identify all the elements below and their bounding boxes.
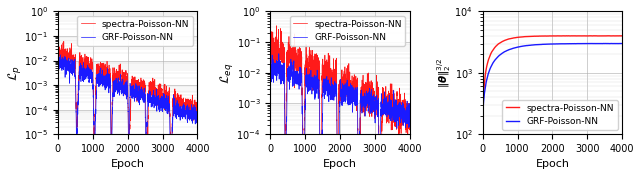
spectra-Poisson-NN: [368, 92, 376, 94]
spectra-Poisson-NN: [395, 100, 403, 103]
GRF-Poisson-NN: [108, 158, 115, 160]
X-axis label: Epoch: Epoch: [323, 159, 357, 169]
Legend: spectra-Poisson-NN, GRF-Poisson-NN: spectra-Poisson-NN, GRF-Poisson-NN: [290, 16, 405, 46]
GRF-Poisson-NN: [182, 106, 190, 108]
GRF-Poisson-NN: [120, 92, 128, 94]
Line: GRF-Poisson-NN: GRF-Poisson-NN: [483, 43, 622, 112]
GRF-Poisson-NN: [266, 61, 274, 63]
spectra-Poisson-NN: [143, 158, 150, 160]
GRF-Poisson-NN: [325, 89, 333, 92]
spectra-Poisson-NN: [580, 35, 588, 37]
GRF-Poisson-NN: [406, 117, 413, 119]
spectra-Poisson-NN: [193, 102, 201, 104]
X-axis label: Epoch: Epoch: [111, 159, 145, 169]
spectra-Poisson-NN: [325, 80, 333, 82]
Legend: spectra-Poisson-NN, GRF-Poisson-NN: spectra-Poisson-NN, GRF-Poisson-NN: [502, 100, 618, 130]
spectra-Poisson-NN: [273, 25, 280, 27]
spectra-Poisson-NN: [607, 35, 615, 37]
Line: spectra-Poisson-NN: spectra-Poisson-NN: [483, 36, 622, 109]
Line: spectra-Poisson-NN: spectra-Poisson-NN: [58, 41, 197, 159]
spectra-Poisson-NN: [402, 110, 410, 112]
GRF-Poisson-NN: [54, 61, 61, 63]
GRF-Poisson-NN: [326, 89, 334, 91]
spectra-Poisson-NN: [539, 35, 547, 37]
spectra-Poisson-NN: [54, 57, 61, 59]
Line: GRF-Poisson-NN: GRF-Poisson-NN: [58, 55, 197, 159]
X-axis label: Epoch: Epoch: [536, 159, 570, 169]
GRF-Poisson-NN: [614, 43, 622, 45]
GRF-Poisson-NN: [402, 126, 410, 128]
GRF-Poisson-NN: [479, 111, 486, 113]
Y-axis label: $\mathcal{L}_p$: $\mathcal{L}_p$: [6, 65, 22, 81]
GRF-Poisson-NN: [539, 43, 547, 45]
spectra-Poisson-NN: [479, 108, 486, 110]
spectra-Poisson-NN: [333, 81, 340, 83]
spectra-Poisson-NN: [538, 35, 545, 37]
Legend: spectra-Poisson-NN, GRF-Poisson-NN: spectra-Poisson-NN, GRF-Poisson-NN: [77, 16, 193, 46]
spectra-Poisson-NN: [114, 71, 122, 73]
GRF-Poisson-NN: [580, 43, 588, 45]
Y-axis label: $\mathcal{L}_{eq}$: $\mathcal{L}_{eq}$: [218, 62, 235, 83]
GRF-Poisson-NN: [113, 85, 120, 87]
GRF-Poisson-NN: [368, 101, 376, 103]
GRF-Poisson-NN: [333, 89, 340, 92]
spectra-Poisson-NN: [614, 35, 622, 37]
spectra-Poisson-NN: [60, 40, 68, 42]
GRF-Poisson-NN: [395, 116, 403, 118]
GRF-Poisson-NN: [538, 43, 545, 46]
spectra-Poisson-NN: [326, 86, 334, 88]
spectra-Poisson-NN: [266, 50, 274, 52]
GRF-Poisson-NN: [610, 42, 618, 44]
spectra-Poisson-NN: [618, 35, 626, 37]
GRF-Poisson-NN: [607, 43, 615, 45]
Y-axis label: $\|\boldsymbol{\theta}\|_2^{3/2}$: $\|\boldsymbol{\theta}\|_2^{3/2}$: [436, 58, 453, 88]
GRF-Poisson-NN: [156, 101, 163, 103]
GRF-Poisson-NN: [114, 92, 122, 94]
GRF-Poisson-NN: [56, 54, 64, 56]
Line: spectra-Poisson-NN: spectra-Poisson-NN: [270, 26, 410, 175]
spectra-Poisson-NN: [545, 35, 553, 37]
GRF-Poisson-NN: [545, 43, 553, 45]
GRF-Poisson-NN: [189, 110, 197, 112]
spectra-Poisson-NN: [156, 97, 163, 99]
GRF-Poisson-NN: [618, 43, 626, 45]
GRF-Poisson-NN: [275, 53, 283, 55]
GRF-Poisson-NN: [193, 115, 201, 117]
spectra-Poisson-NN: [182, 112, 190, 114]
spectra-Poisson-NN: [607, 35, 615, 37]
spectra-Poisson-NN: [189, 107, 197, 110]
spectra-Poisson-NN: [113, 77, 120, 79]
Line: GRF-Poisson-NN: GRF-Poisson-NN: [270, 54, 410, 175]
spectra-Poisson-NN: [406, 116, 413, 118]
spectra-Poisson-NN: [120, 76, 128, 78]
